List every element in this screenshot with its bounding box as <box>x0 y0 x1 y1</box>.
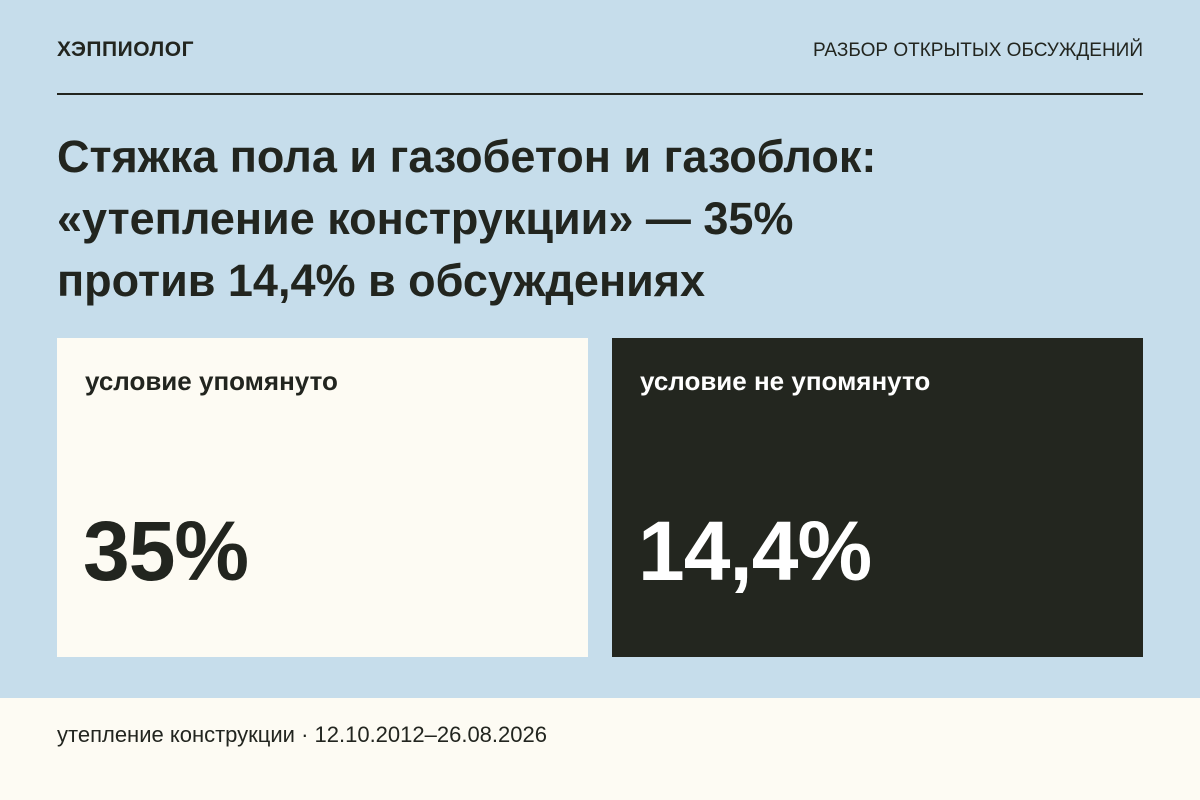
card-value: 35% <box>83 504 249 598</box>
footer-text: утепление конструкции · 12.10.2012–26.08… <box>57 722 547 747</box>
title-line: Стяжка пола и газобетон и газоблок: <box>57 131 877 182</box>
brand: ХЭППИОЛОГ <box>57 38 194 61</box>
card-value: 14,4% <box>638 504 872 598</box>
title-line: «утепление конструкции» — 35% <box>57 193 794 244</box>
stat-card: условие не упомянуто 14,4% <box>612 338 1143 657</box>
card-label: условие упомянуто <box>85 366 338 396</box>
title-line: против 14,4% в обсуждениях <box>57 255 706 306</box>
section-label: РАЗБОР ОТКРЫТЫХ ОБСУЖДЕНИЙ <box>813 40 1143 61</box>
title: Стяжка пола и газобетон и газоблок: «уте… <box>57 126 876 312</box>
stat-card: условие упомянуто 35% <box>57 338 588 657</box>
divider <box>57 93 1143 95</box>
footer: утепление конструкции · 12.10.2012–26.08… <box>0 698 1200 800</box>
card-label: условие не упомянуто <box>640 366 931 396</box>
